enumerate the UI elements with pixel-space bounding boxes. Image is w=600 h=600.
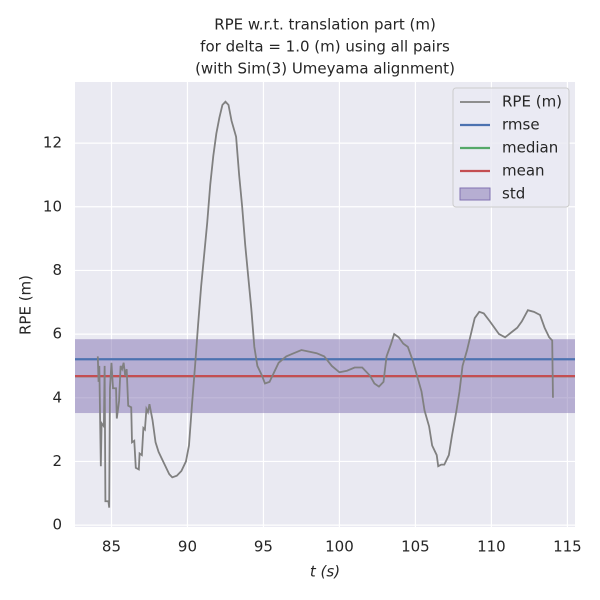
x-tick-label: 110 xyxy=(477,538,506,556)
y-tick-label: 12 xyxy=(43,134,62,152)
x-tick-label: 85 xyxy=(102,538,121,556)
chart-title: (with Sim(3) Umeyama alignment) xyxy=(195,60,455,78)
chart-title: for delta = 1.0 (m) using all pairs xyxy=(200,38,450,56)
legend-label: rmse xyxy=(502,116,540,134)
y-tick-label: 2 xyxy=(52,452,62,470)
x-axis-label: t (s) xyxy=(310,563,340,581)
legend-label: median xyxy=(502,139,558,157)
legend-label: std xyxy=(502,185,525,203)
x-tick-label: 100 xyxy=(325,538,354,556)
x-tick-label: 115 xyxy=(553,538,582,556)
y-axis-label: RPE (m) xyxy=(17,275,35,335)
y-tick-label: 10 xyxy=(43,197,62,215)
legend xyxy=(452,87,570,208)
legend-swatch xyxy=(459,187,491,201)
x-tick-label: 105 xyxy=(401,538,430,556)
y-tick-label: 4 xyxy=(52,388,62,406)
data-line xyxy=(96,100,554,508)
y-tick-label: 0 xyxy=(52,516,62,534)
legend-label: mean xyxy=(502,162,545,180)
chart-title: RPE w.r.t. translation part (m) xyxy=(214,16,436,34)
x-tick-label: 90 xyxy=(178,538,197,556)
legend-label: RPE (m) xyxy=(502,93,562,111)
y-tick-label: 8 xyxy=(52,261,62,279)
y-tick-label: 6 xyxy=(52,325,62,343)
x-tick-label: 95 xyxy=(254,538,273,556)
